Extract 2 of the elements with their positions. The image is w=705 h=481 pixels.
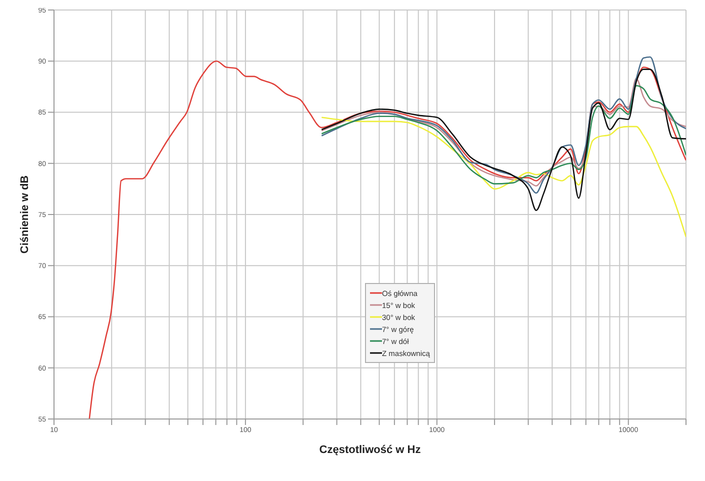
y-axis-title: Ciśnienie w dB [18,175,31,254]
x-axis-title: Częstotliwość w Hz [319,444,422,456]
